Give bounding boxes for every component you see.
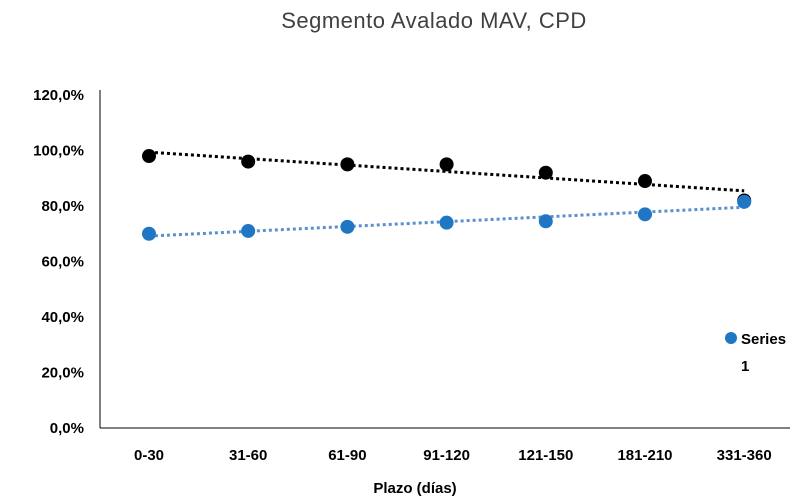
data-point-series-1 xyxy=(142,149,156,164)
x-tick-label: 61-90 xyxy=(328,447,366,464)
y-tick-label: 120,0% xyxy=(33,87,84,104)
tick-labels: 0,0% 20,0% 40,0% 60,0% 80,0% 100,0% 120,0% 0-30… xyxy=(33,87,772,497)
data-point-series-1 xyxy=(638,174,652,189)
x-tick-label: 181-210 xyxy=(617,447,672,464)
data-point-series-2 xyxy=(538,214,553,229)
data-point-series-2 xyxy=(142,226,156,241)
legend-marker xyxy=(725,332,737,344)
x-tick-label: 0-30 xyxy=(134,447,164,464)
x-tick-label: 121-150 xyxy=(518,447,573,464)
legend: Series 1 xyxy=(725,331,786,375)
data-point-series-1 xyxy=(538,165,553,180)
data-point-series-2 xyxy=(737,194,752,209)
y-tick-label: 20,0% xyxy=(41,365,84,382)
data-points xyxy=(142,149,752,241)
x-tick-label: 331-360 xyxy=(717,447,772,464)
legend-label: Series xyxy=(741,331,786,348)
data-point-series-2 xyxy=(340,219,355,234)
x-tick-label: 31-60 xyxy=(229,447,267,464)
y-tick-label: 80,0% xyxy=(41,198,84,215)
data-point-series-2 xyxy=(241,223,256,238)
y-tick-label: 60,0% xyxy=(41,254,84,271)
x-axis-title: Plazo (días) xyxy=(373,480,456,497)
x-tick-label: 91-120 xyxy=(423,447,470,464)
data-point-series-2 xyxy=(638,207,652,222)
axes xyxy=(99,90,790,429)
data-point-series-1 xyxy=(439,157,454,172)
legend-label-line2: 1 xyxy=(741,358,749,375)
y-tick-label: 40,0% xyxy=(41,309,84,326)
data-point-series-2 xyxy=(439,215,454,230)
y-tick-label: 100,0% xyxy=(33,143,84,160)
y-tick-label: 0,0% xyxy=(50,420,84,437)
data-point-series-1 xyxy=(241,154,256,169)
chart-title: Segmento Avalado MAV, CPD xyxy=(281,8,587,33)
data-point-series-1 xyxy=(340,157,355,172)
